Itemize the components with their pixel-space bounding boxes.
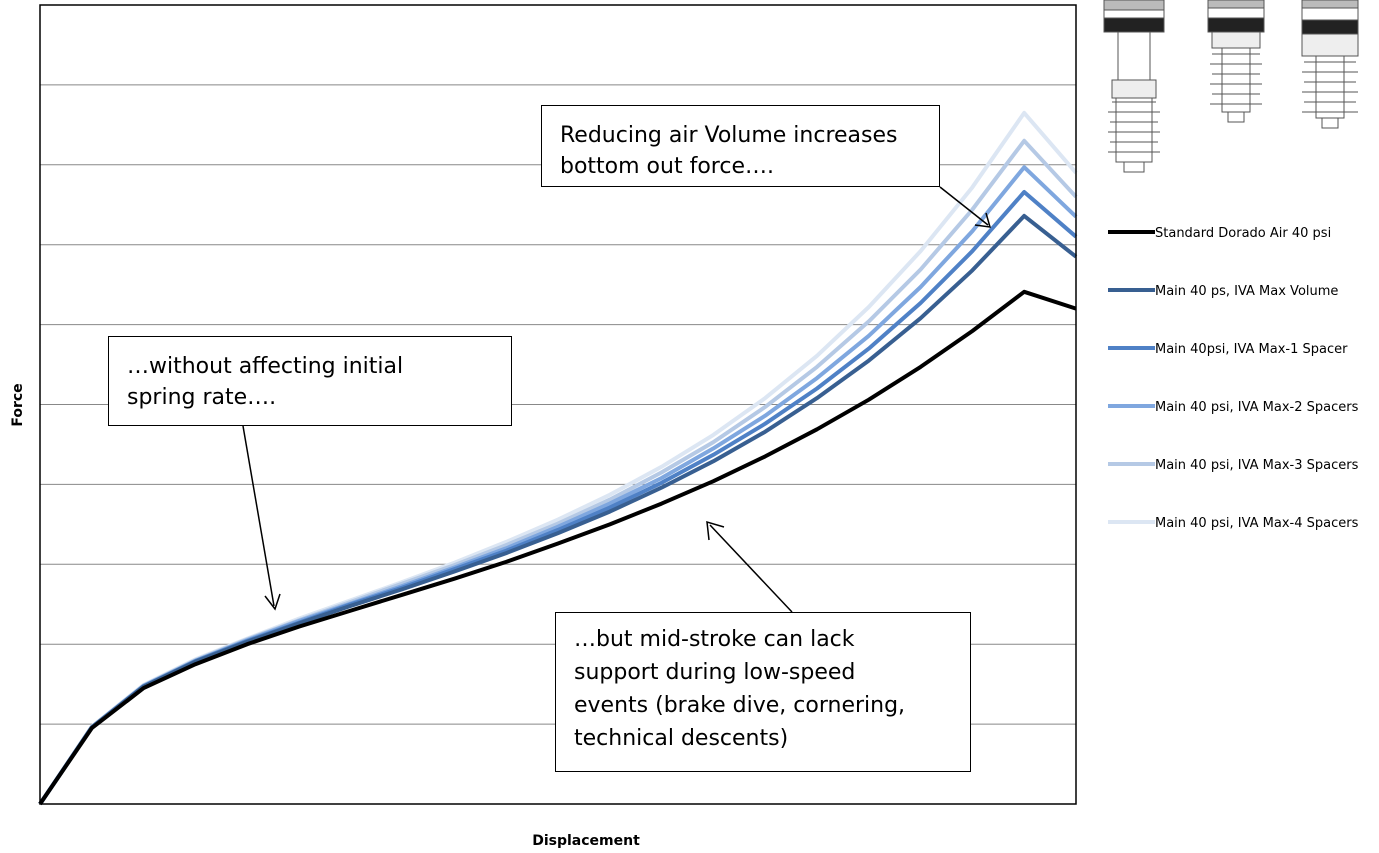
annotation-line: technical descents): [574, 726, 789, 751]
annotation-line: events (brake dive, cornering,: [574, 693, 906, 718]
arrowhead-bottom-out: [974, 212, 992, 228]
plot-area-border: [39, 4, 1077, 805]
legend: Standard Dorado Air 40 psi Main 40 ps, IV…: [1108, 226, 1359, 531]
annotation-line: bottom out force….: [560, 154, 774, 179]
annotation-line: …without affecting initial: [127, 354, 404, 379]
air-spring-illustration-max-volume: [1103, 0, 1165, 173]
legend-label-0: Standard Dorado Air 40 psi: [1155, 226, 1331, 241]
arrow-bottom-out: [939, 186, 989, 226]
annotation-arrows: [242, 186, 992, 613]
legend-label-3: Main 40 psi, IVA Max-2 Spacers: [1155, 400, 1359, 415]
x-axis-title: Displacement: [532, 833, 640, 849]
series-lines: [38, 110, 1078, 806]
legend-label-1: Main 40 ps, IVA Max Volume: [1155, 284, 1338, 299]
annotation-line: spring rate….: [127, 385, 277, 410]
annotation-line: …but mid-stroke can lack: [574, 627, 855, 652]
legend-label-5: Main 40 psi, IVA Max-4 Spacers: [1155, 516, 1359, 531]
arrow-initial-rate: [242, 425, 275, 607]
annotation-mid-stroke: …but mid-stroke can lack support during …: [555, 612, 971, 772]
arrowhead-mid-stroke: [706, 520, 725, 541]
legend-label-2: Main 40psi, IVA Max-1 Spacer: [1155, 342, 1348, 357]
air-spring-illustration-4-spacers: [1301, 0, 1359, 129]
series-line-0: [38, 289, 1077, 806]
air-spring-illustration-2-spacers: [1207, 0, 1265, 123]
series-line-1: [38, 213, 1078, 806]
annotation-line: Reducing air Volume increases: [560, 123, 898, 148]
annotation-initial-rate: …without affecting initial spring rate….: [108, 336, 512, 426]
annotation-line: support during low-speed: [574, 660, 856, 685]
arrowhead-initial-rate: [264, 593, 281, 611]
legend-label-4: Main 40 psi, IVA Max-3 Spacers: [1155, 458, 1359, 473]
y-axis-title: Force: [10, 383, 26, 426]
arrow-mid-stroke: [709, 524, 793, 613]
annotation-bottom-out: Reducing air Volume increases bottom out…: [541, 105, 940, 187]
